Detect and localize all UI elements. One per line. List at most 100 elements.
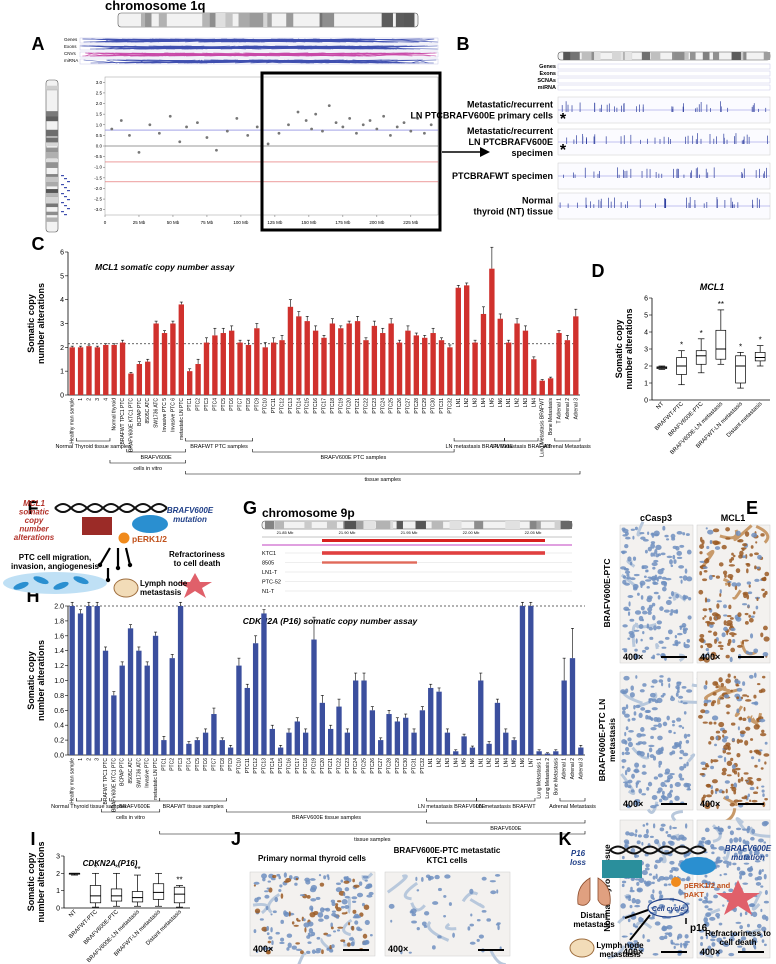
track-label: CNVs xyxy=(64,51,77,56)
cell xyxy=(634,833,638,837)
bar xyxy=(262,347,268,395)
cell xyxy=(664,772,670,775)
cell xyxy=(337,926,344,929)
cell xyxy=(645,880,652,886)
cell xyxy=(495,923,500,926)
y-axis-label: number alterations xyxy=(36,283,46,364)
cell xyxy=(623,606,630,611)
tissue-fold xyxy=(751,890,763,911)
tissue-fold xyxy=(297,952,307,964)
cnv-mark xyxy=(67,190,70,192)
cell xyxy=(713,631,718,637)
cell xyxy=(715,788,719,792)
y-tick-label: -1.0 xyxy=(94,165,102,170)
bar xyxy=(287,306,294,395)
x-tick-label: PTC5 xyxy=(195,758,201,771)
cell xyxy=(620,550,627,554)
cell xyxy=(717,644,724,648)
tissue-fold xyxy=(704,953,714,959)
cell xyxy=(679,544,685,548)
diagram-label: mutation xyxy=(173,515,207,524)
point xyxy=(110,127,114,131)
cell xyxy=(633,573,640,577)
y-axis-label: Somatic copy xyxy=(26,853,36,912)
tissue-fold xyxy=(347,896,351,914)
cell xyxy=(279,884,283,888)
cell xyxy=(704,558,710,564)
cell xyxy=(278,889,282,893)
cell xyxy=(707,908,713,911)
bar xyxy=(428,687,434,755)
cnv-mark xyxy=(64,178,67,180)
bar xyxy=(277,747,284,755)
cell xyxy=(266,947,273,950)
cell xyxy=(725,678,731,684)
ideogram-band xyxy=(46,152,58,159)
cell xyxy=(630,685,634,691)
cell xyxy=(627,637,631,640)
cell xyxy=(628,894,631,900)
cell xyxy=(624,731,627,737)
cell xyxy=(33,576,49,585)
x-tick-label: PTC27 xyxy=(405,398,411,414)
cell xyxy=(343,876,349,881)
tissue-fold xyxy=(445,922,457,931)
cell xyxy=(644,646,650,651)
cell xyxy=(742,882,749,885)
significance: ** xyxy=(134,865,140,874)
x-tick-label: LN1 xyxy=(506,398,512,407)
point xyxy=(341,125,345,129)
cell xyxy=(761,675,766,679)
y-tick-label: 1 xyxy=(60,369,64,376)
ideogram-band xyxy=(46,203,58,208)
arrow-head xyxy=(115,565,121,571)
cell xyxy=(730,722,736,726)
cell xyxy=(711,779,718,784)
cell xyxy=(266,932,270,936)
cell xyxy=(409,910,414,914)
x-tick-label: LN1 xyxy=(456,398,462,407)
cell xyxy=(705,527,708,530)
cell xyxy=(622,915,625,919)
cell xyxy=(647,715,652,720)
cell xyxy=(658,903,665,909)
cell xyxy=(679,744,682,750)
cell xyxy=(682,627,689,631)
bar xyxy=(69,606,75,755)
cell xyxy=(723,744,730,750)
tissue-fold xyxy=(461,891,479,903)
x-tick-label: PTC9 xyxy=(228,758,234,771)
panel-letter: A xyxy=(32,34,45,54)
x-tick-label: PTC28 xyxy=(414,398,420,414)
bar xyxy=(144,665,150,755)
scale-label: 21.90 Mb xyxy=(339,530,356,535)
point xyxy=(296,110,300,114)
cell xyxy=(760,533,765,537)
bar xyxy=(561,680,567,755)
tissue-fold xyxy=(699,550,715,570)
x-tick-label: PTC7 xyxy=(238,398,244,411)
cell xyxy=(629,577,636,581)
cell xyxy=(299,894,305,897)
cell xyxy=(737,945,743,948)
diagram-label: alterations xyxy=(14,533,55,542)
cell xyxy=(731,634,735,637)
bar xyxy=(328,728,334,755)
group-label: Adrenal Metastasis xyxy=(549,804,596,810)
chart-title: MCL1 somatic copy number assay xyxy=(95,262,236,272)
cell xyxy=(721,790,725,794)
cell xyxy=(657,735,663,741)
x-tick-label: PTC1 xyxy=(161,758,167,771)
significance: ** xyxy=(718,300,724,309)
cell xyxy=(331,944,335,949)
tissue-fold xyxy=(386,874,408,894)
x-tick-label: 50 Mb xyxy=(167,220,180,225)
cell xyxy=(758,718,766,723)
cell xyxy=(714,743,717,747)
x-tick-label: PTC29 xyxy=(395,758,401,774)
cell xyxy=(641,741,647,745)
panel-letter: I xyxy=(30,829,35,849)
cell xyxy=(719,873,722,877)
cell xyxy=(668,883,672,886)
cell xyxy=(621,751,625,756)
